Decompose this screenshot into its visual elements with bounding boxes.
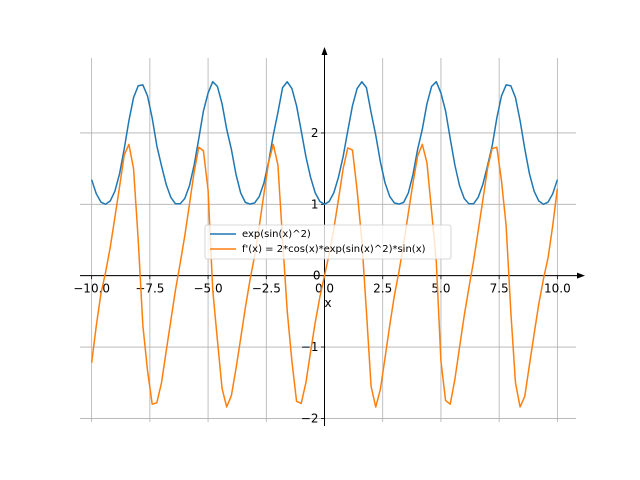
x-tick-label: 5.0 <box>431 282 450 296</box>
x-tick-label: 10.0 <box>544 282 571 296</box>
legend: exp(sin(x)^2) f'(x) = 2*cos(x)*exp(sin(x… <box>204 224 452 260</box>
ticks: −10.0 −7.5 −5.0 −2.5 0.0 2.5 5.0 7.5 10.0 −2 −1 0 1 2 <box>73 126 570 425</box>
x-tick-label: −7.5 <box>135 282 164 296</box>
x-tick-label: −5.0 <box>194 282 223 296</box>
x-tick-label: 7.5 <box>490 282 509 296</box>
legend-label-2: f'(x) = 2*cos(x)*exp(sin(x)^2)*sin(x) <box>242 244 426 255</box>
y-tick-label: 2 <box>311 126 319 140</box>
x-tick-label: −2.5 <box>252 282 281 296</box>
series-group <box>90 80 559 408</box>
legend-label-1: exp(sin(x)^2) <box>242 229 311 240</box>
y-tick-label: −2 <box>301 411 319 425</box>
y-tick-label: 1 <box>311 197 319 211</box>
x-axis-arrow <box>577 272 585 279</box>
x-tick-label: 0.0 <box>315 282 334 296</box>
x-tick-label: 2.5 <box>373 282 392 296</box>
y-tick-label: 0 <box>313 269 321 283</box>
y-axis-arrow <box>321 47 328 55</box>
x-tick-label: −10.0 <box>73 282 110 296</box>
series-line-2 <box>90 143 559 408</box>
y-tick-label: −1 <box>301 340 319 354</box>
series-line-1 <box>90 80 559 206</box>
legend-box <box>204 224 452 260</box>
x-axis-label: x <box>324 296 331 310</box>
